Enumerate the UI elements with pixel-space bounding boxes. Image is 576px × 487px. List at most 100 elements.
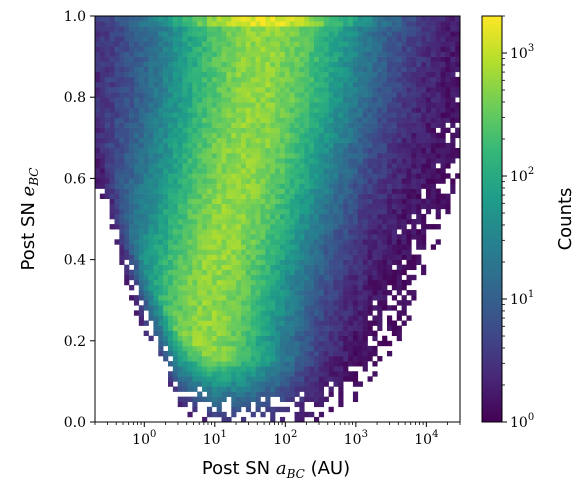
- heatmap-cell: [391, 249, 398, 255]
- heatmap-cell: [260, 137, 266, 144]
- heatmap-cell: [109, 16, 115, 22]
- heatmap-cell: [221, 279, 227, 286]
- heatmap-cell: [323, 229, 329, 235]
- heatmap-cell: [168, 290, 174, 296]
- heatmap-cell: [221, 203, 227, 210]
- heatmap-cell: [323, 158, 329, 164]
- heatmap-cell: [182, 330, 188, 337]
- heatmap-cell: [294, 264, 300, 271]
- heatmap-cell: [216, 163, 222, 169]
- heatmap-cell: [338, 56, 344, 62]
- heatmap-cell: [255, 203, 261, 210]
- heatmap-cell: [294, 269, 300, 276]
- heatmap-cell: [197, 340, 203, 347]
- heatmap-cell: [119, 234, 125, 240]
- heatmap-cell: [357, 153, 363, 159]
- heatmap-cell: [265, 396, 271, 403]
- heatmap-cell: [377, 315, 383, 321]
- heatmap-cell: [406, 107, 412, 113]
- heatmap-cell: [406, 81, 412, 88]
- heatmap-cell: [143, 21, 149, 27]
- heatmap-cell: [377, 310, 383, 316]
- heatmap-cell: [153, 21, 159, 27]
- heatmap-cell: [129, 284, 135, 291]
- heatmap-cell: [372, 224, 378, 230]
- heatmap-cell: [323, 249, 329, 255]
- heatmap-cell: [294, 234, 300, 240]
- heatmap-cell: [206, 320, 213, 326]
- heatmap-cell: [387, 51, 393, 57]
- heatmap-cell: [270, 366, 276, 372]
- heatmap-cell: [284, 203, 290, 210]
- heatmap-cell: [348, 61, 354, 68]
- heatmap-cell: [211, 16, 217, 22]
- heatmap-cell: [197, 31, 203, 37]
- heatmap-cell: [197, 56, 203, 62]
- heatmap-cell: [211, 102, 217, 108]
- heatmap-cell: [99, 178, 106, 184]
- heatmap-cell: [455, 36, 461, 42]
- heatmap-cell: [284, 264, 290, 271]
- heatmap-cell: [197, 310, 203, 316]
- heatmap-cell: [153, 178, 159, 184]
- heatmap-cell: [430, 244, 436, 250]
- heatmap-cell: [270, 335, 276, 342]
- heatmap-cell: [387, 350, 393, 357]
- heatmap-cell: [172, 26, 179, 32]
- heatmap-cell: [387, 340, 393, 347]
- heatmap-cell: [377, 320, 383, 326]
- heatmap-cell: [221, 330, 227, 337]
- heatmap-cell: [231, 411, 237, 418]
- heatmap-cell: [352, 340, 359, 347]
- heatmap-cell: [318, 117, 325, 123]
- heatmap-cell: [255, 117, 261, 123]
- heatmap-cell: [138, 219, 144, 225]
- heatmap-cell: [435, 66, 441, 73]
- heatmap-cell: [299, 21, 305, 27]
- heatmap-cell: [396, 132, 402, 139]
- heatmap-cell: [226, 371, 232, 377]
- heatmap-cell: [309, 92, 315, 98]
- heatmap-cell: [430, 112, 436, 118]
- heatmap-cell: [245, 224, 252, 230]
- heatmap-cell: [343, 295, 349, 301]
- heatmap-cell: [289, 213, 295, 220]
- heatmap-cell: [367, 31, 373, 37]
- heatmap-cell: [352, 122, 359, 128]
- heatmap-cell: [401, 305, 407, 311]
- heatmap-cell: [172, 168, 179, 174]
- heatmap-cell: [148, 224, 154, 230]
- heatmap-cell: [309, 269, 315, 276]
- heatmap-cell: [129, 188, 135, 194]
- heatmap-cell: [396, 21, 402, 27]
- heatmap-cell: [182, 46, 188, 52]
- heatmap-cell: [299, 112, 305, 118]
- heatmap-cell: [197, 173, 203, 179]
- heatmap-cell: [382, 61, 388, 68]
- heatmap-cell: [318, 208, 325, 215]
- heatmap-cell: [270, 183, 276, 189]
- heatmap-cell: [206, 396, 213, 403]
- heatmap-cell: [245, 396, 252, 403]
- heatmap-cell: [352, 158, 359, 164]
- heatmap-cell: [231, 61, 237, 68]
- heatmap-cell: [338, 371, 344, 377]
- heatmap-cell: [250, 81, 256, 88]
- heatmap-cell: [284, 325, 290, 331]
- heatmap-cell: [138, 137, 144, 144]
- heatmap-cell: [265, 371, 271, 377]
- heatmap-cell: [304, 158, 310, 164]
- heatmap-cell: [177, 239, 183, 245]
- heatmap-cell: [202, 16, 208, 22]
- heatmap-cell: [236, 391, 242, 397]
- heatmap-cell: [396, 81, 402, 88]
- heatmap-cell: [202, 259, 208, 265]
- heatmap-cell: [182, 244, 188, 250]
- heatmap-cell: [168, 259, 174, 265]
- heatmap-cell: [124, 244, 130, 250]
- heatmap-cell: [328, 173, 334, 179]
- heatmap-cell: [255, 102, 261, 108]
- heatmap-cell: [231, 315, 237, 321]
- heatmap-cell: [372, 61, 378, 68]
- heatmap-cell: [187, 173, 193, 179]
